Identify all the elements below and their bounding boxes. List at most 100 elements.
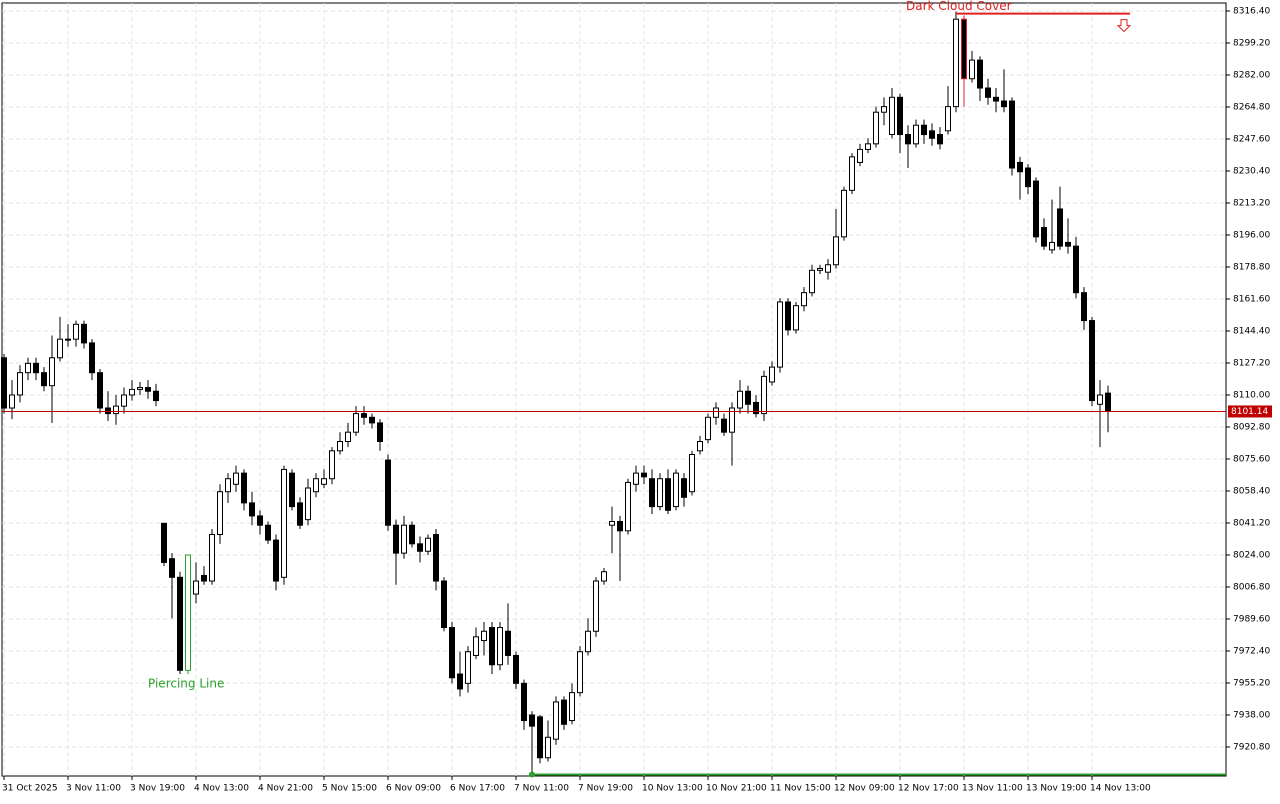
candle-body [593,580,599,632]
x-tick-label: 6 Nov 17:00 [450,784,505,794]
candle-body [961,18,967,80]
candle-body [553,701,559,740]
candle-body [753,401,759,415]
candle-body [9,394,15,409]
candle-body [969,59,975,80]
candle-body [401,524,407,554]
candle-body [697,440,703,452]
candle-body [441,580,447,629]
candle-body [1057,208,1063,247]
candle-body [313,478,319,493]
candle-body [417,543,423,552]
candle-body [233,472,239,485]
candle-body [609,520,615,526]
candle-body [33,362,39,374]
candle-body [857,148,863,163]
candle-body [425,537,431,552]
candle-body [137,387,143,390]
candle-body [97,372,103,409]
candle-body [153,390,159,402]
candle-body [905,134,911,145]
candle-body [25,362,31,374]
candle-body [409,524,415,545]
candle-body [873,111,879,145]
candle-body [57,338,63,359]
candle-body [633,472,639,485]
y-tick-label: 8282.00 [1233,70,1270,80]
candle-body [505,630,511,656]
candle-body [577,651,583,694]
candle-body [921,124,927,136]
candle-body [513,654,519,684]
candle-body [737,390,743,409]
candle-body [1009,100,1015,169]
candle-body [985,87,991,98]
candle-body [945,106,951,132]
support-marker [529,771,535,778]
y-tick-label: 8092.80 [1233,422,1270,432]
plot-frame [1,2,1227,777]
candle-body [249,502,255,517]
candle-body [305,487,311,521]
candle-body [193,580,199,595]
y-tick-label: 8041.20 [1233,518,1270,528]
candle-body [617,520,623,532]
pattern-label: Dark Cloud Cover [906,0,1012,13]
y-tick-label: 8127.20 [1233,358,1270,368]
candle-body [825,264,831,273]
candle-body [113,405,119,415]
x-tick-label: 11 Nov 15:00 [770,784,831,794]
x-tick-label: 12 Nov 17:00 [898,784,959,794]
candle-body [65,338,71,341]
y-tick-label: 8247.60 [1233,134,1270,144]
candle-body [1049,241,1055,251]
candle-body [545,736,551,759]
candle-body [585,630,591,653]
y-tick-label: 8196.00 [1233,230,1270,240]
candle-body [937,134,943,145]
x-tick-label: 10 Nov 13:00 [642,784,703,794]
x-tick-label: 10 Nov 21:00 [706,784,767,794]
candle-body [225,478,231,493]
candle-body [777,301,783,368]
candle-body [1105,392,1111,412]
candle-body [121,394,127,407]
candle-body [497,627,503,666]
candle-body [929,130,935,139]
candle-body [1073,245,1079,294]
candle-body [177,576,183,671]
y-tick-label: 7972.40 [1233,646,1270,656]
candle-body [281,468,287,578]
candle-body [17,372,23,396]
y-tick-label: 8075.60 [1233,454,1270,464]
candle-body [457,673,463,690]
candle-body [473,636,479,656]
candle-body [1081,292,1087,322]
candle-body [1025,167,1031,188]
y-tick-label: 8316.40 [1233,6,1270,16]
candle-body [41,372,47,387]
x-tick-label: 13 Nov 19:00 [1026,784,1087,794]
candle-body [1065,241,1071,247]
candle-body [265,524,271,541]
current-price-box [1228,405,1272,418]
candle-body [369,416,375,424]
candle-body [793,305,799,331]
candle-body [1041,227,1047,247]
candle-body [329,450,335,480]
x-tick-label: 5 Nov 15:00 [322,784,377,794]
candle-body [881,106,887,113]
candle-body [729,407,735,433]
y-tick-label: 7955.20 [1233,678,1270,688]
candle-body [273,539,279,582]
candle-body [809,269,815,294]
candle-body [169,558,175,578]
candle-body [817,267,823,271]
x-tick-label: 12 Nov 09:00 [834,784,895,794]
candle-body [49,357,55,387]
y-tick-label: 8058.40 [1233,486,1270,496]
y-tick-label: 8006.80 [1233,582,1270,592]
candle-body [537,716,543,759]
candle-body [833,236,839,266]
